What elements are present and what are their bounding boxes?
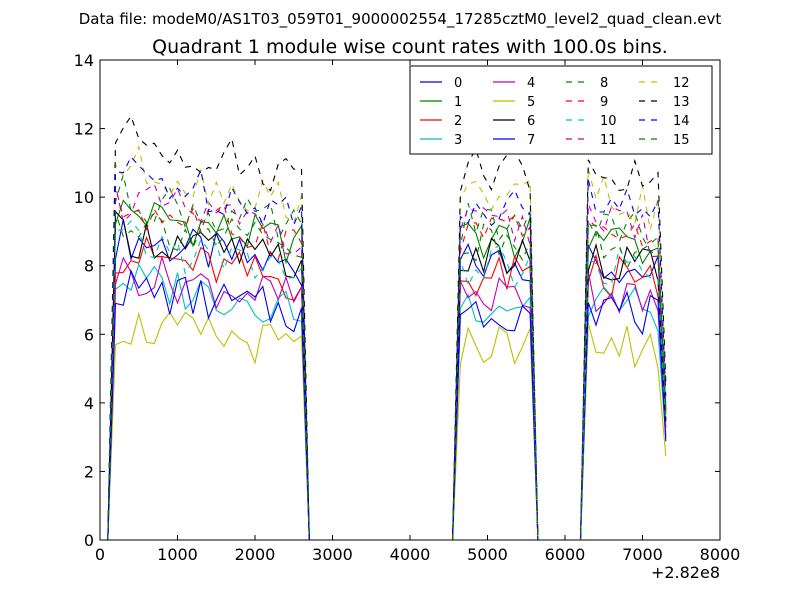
legend-label-10: 10	[600, 114, 617, 129]
series-layer	[107, 115, 667, 541]
legend-label-3: 3	[454, 133, 462, 148]
legend-label-1: 1	[454, 95, 462, 110]
series-line-5	[107, 311, 667, 541]
x-tick-label: 5000	[467, 545, 508, 564]
legend-label-15: 15	[673, 133, 690, 148]
y-tick-label: 12	[74, 120, 94, 139]
series-line-12	[107, 144, 667, 541]
series-line-14	[107, 155, 667, 541]
x-tick-label: 1000	[157, 545, 198, 564]
y-tick-label: 4	[84, 394, 94, 413]
x-tick-label: 0	[95, 545, 105, 564]
legend-label-14: 14	[673, 114, 690, 129]
series-line-0	[107, 219, 667, 541]
series-line-11	[107, 183, 667, 541]
legend-label-13: 13	[673, 95, 690, 110]
legend-label-5: 5	[527, 95, 535, 110]
x-tick-label: 7000	[622, 545, 663, 564]
series-line-6	[107, 210, 667, 541]
y-tick-label: 8	[84, 257, 94, 276]
x-tick-label: 6000	[545, 545, 586, 564]
chart-suptitle: Data file: modeM0/AS1T03_059T01_90000025…	[79, 10, 722, 29]
legend-label-6: 6	[527, 114, 535, 129]
series-line-15	[107, 211, 667, 541]
x-tick-label: 3000	[312, 545, 353, 564]
legend-label-7: 7	[527, 133, 535, 148]
series-line-9	[107, 187, 667, 541]
legend-label-0: 0	[454, 76, 462, 91]
chart-title: Quadrant 1 module wise count rates with …	[152, 36, 668, 58]
legend-label-4: 4	[527, 76, 535, 91]
y-tick-label: 6	[84, 325, 94, 344]
legend-label-8: 8	[600, 76, 608, 91]
legend-label-2: 2	[454, 114, 462, 129]
x-tick-label: 2000	[235, 545, 276, 564]
y-tick-label: 2	[84, 462, 94, 481]
legend-label-9: 9	[600, 95, 608, 110]
series-line-13	[107, 115, 667, 541]
x-tick-label: 4000	[390, 545, 431, 564]
series-line-7	[107, 269, 667, 541]
x-tick-label: 8000	[700, 545, 741, 564]
series-line-8	[107, 174, 667, 541]
y-tick-label: 0	[84, 531, 94, 550]
y-tick-label: 10	[74, 188, 94, 207]
legend-frame	[409, 65, 713, 155]
series-line-4	[107, 255, 667, 541]
legend-label-11: 11	[600, 133, 617, 148]
y-tick-label: 14	[74, 51, 94, 70]
x-offset-label: +2.82e8	[651, 563, 720, 582]
legend-label-12: 12	[673, 76, 690, 91]
x-axis: 0 1000 2000 3000 4000 5000 6000 7000 8000	[95, 60, 740, 564]
